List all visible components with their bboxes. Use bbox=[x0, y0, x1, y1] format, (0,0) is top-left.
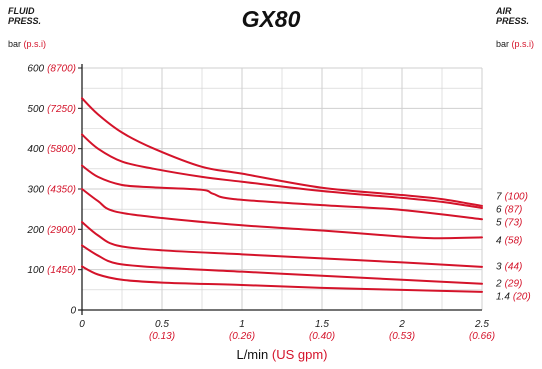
series-label-name: 2 bbox=[495, 279, 502, 290]
y-tick-label: 400 (5800) bbox=[27, 144, 76, 155]
air-pressure-unit: bar (p.s.i) bbox=[496, 39, 534, 49]
fluid-pressure-unit-bar: bar bbox=[8, 39, 22, 49]
chart-tick-labels: 0 100 (1450) 200 (2900) 300 (4350) 400 (5800) 500… bbox=[26, 64, 495, 343]
series-label-name: 4 bbox=[496, 236, 502, 247]
series-label-name: 3 bbox=[496, 262, 502, 273]
x-tick-alt-label: (0.66) bbox=[469, 331, 495, 342]
series-label: 5 (73) bbox=[496, 218, 522, 229]
y-tick-alt-value: (5800) bbox=[47, 144, 76, 155]
y-tick-alt-value: (4350) bbox=[47, 185, 76, 196]
series-label-name: 5 bbox=[496, 218, 502, 229]
x-axis-title-lmin: L/min bbox=[236, 347, 269, 362]
chart-grid bbox=[81, 67, 483, 310]
series-label-alt: (87) bbox=[505, 205, 523, 216]
series-label: 2 (29) bbox=[495, 279, 522, 290]
series-line-4 bbox=[81, 188, 483, 240]
series-label: 6 (87) bbox=[496, 205, 522, 216]
series-line-2 bbox=[81, 244, 483, 285]
y-tick-label: 0 bbox=[70, 306, 76, 317]
y-tick-value: 100 bbox=[27, 265, 44, 276]
series-label-alt: (44) bbox=[505, 262, 523, 273]
series-label: 7 (100) bbox=[496, 192, 528, 203]
x-tick-label: 0.5 bbox=[155, 319, 169, 330]
fluid-pressure-unit: bar (p.s.i) bbox=[8, 39, 46, 49]
y-tick-label: 500 (7250) bbox=[27, 104, 76, 115]
series-line-5 bbox=[81, 164, 483, 221]
chart-title: GX80 bbox=[241, 6, 301, 32]
x-tick-label: 0 bbox=[79, 319, 85, 330]
x-axis-title-usgpm: (US gpm) bbox=[271, 347, 328, 362]
series-label-name: 6 bbox=[496, 205, 502, 216]
y-tick-value: 500 bbox=[27, 104, 44, 115]
series-label-alt: (73) bbox=[505, 218, 523, 229]
series-line-6 bbox=[81, 133, 483, 209]
y-tick-alt-value: (8700) bbox=[47, 64, 76, 75]
air-pressure-label-line2: PRESS. bbox=[496, 16, 530, 26]
series-label-name: 7 bbox=[496, 192, 502, 203]
fluid-pressure-label-line2: PRESS. bbox=[8, 16, 42, 26]
series-label-name: 1.4 bbox=[496, 292, 510, 303]
series-label: 3 (44) bbox=[496, 262, 522, 273]
x-tick-label: 1.5 bbox=[315, 319, 329, 330]
chart-series bbox=[81, 97, 483, 293]
fluid-pressure-unit-psi: (p.s.i) bbox=[23, 39, 47, 49]
x-tick-alt-label: (0.26) bbox=[229, 331, 255, 342]
y-tick-value: 200 bbox=[26, 225, 44, 236]
y-tick-alt-value: (7250) bbox=[47, 104, 76, 115]
series-label-alt: (58) bbox=[505, 236, 523, 247]
x-axis-title: L/min (US gpm) bbox=[82, 347, 482, 362]
air-pressure-label-line1: AIR bbox=[496, 6, 512, 16]
y-tick-value: 400 bbox=[27, 144, 44, 155]
y-tick-value: 300 bbox=[27, 185, 44, 196]
y-tick-value: 600 bbox=[27, 64, 44, 75]
series-line-7 bbox=[81, 97, 483, 207]
x-tick-label: 1 bbox=[239, 319, 245, 330]
series-label-alt: (100) bbox=[505, 192, 528, 203]
x-tick-label: 2.5 bbox=[474, 319, 489, 330]
y-tick-alt-value: (1450) bbox=[47, 265, 76, 276]
y-tick-alt-value: (2900) bbox=[47, 225, 76, 236]
x-tick-alt-label: (0.53) bbox=[389, 331, 415, 342]
x-tick-alt-label: (0.40) bbox=[309, 331, 335, 342]
series-label: 4 (58) bbox=[496, 236, 522, 247]
y-tick-label: 600 (8700) bbox=[27, 64, 76, 75]
y-tick-label: 300 (4350) bbox=[27, 185, 76, 196]
x-tick-alt-label: (0.13) bbox=[149, 331, 175, 342]
air-pressure-unit-bar: bar bbox=[496, 39, 510, 49]
air-pressure-unit-psi: (p.s.i) bbox=[511, 39, 535, 49]
series-label-alt: (29) bbox=[505, 279, 523, 290]
fluid-pressure-label: FLUID PRESS. bbox=[8, 6, 41, 26]
fluid-pressure-label-line1: FLUID bbox=[8, 6, 35, 16]
chart-series-labels: 7 (100)6 (87)5 (73)4 (58)3 (44)2 (29)1.4 (20) bbox=[495, 192, 531, 303]
x-tick-label: 2 bbox=[398, 319, 405, 330]
y-tick-value: 0 bbox=[70, 306, 76, 317]
series-label: 1.4 (20) bbox=[496, 292, 531, 303]
series-label-alt: (20) bbox=[513, 292, 531, 303]
y-tick-label: 200 (2900) bbox=[26, 225, 76, 236]
air-pressure-label: AIR PRESS. bbox=[496, 6, 529, 26]
series-line-1-4 bbox=[81, 265, 483, 293]
y-tick-label: 100 (1450) bbox=[27, 265, 76, 276]
series-line-3 bbox=[81, 221, 483, 268]
